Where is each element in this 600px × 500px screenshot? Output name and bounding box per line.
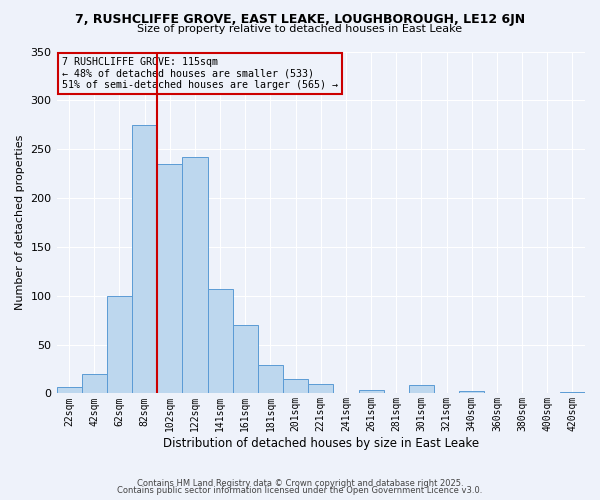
Bar — [409, 384, 434, 394]
Bar — [157, 164, 182, 394]
Bar — [56, 386, 82, 394]
X-axis label: Distribution of detached houses by size in East Leake: Distribution of detached houses by size … — [163, 437, 479, 450]
Bar — [208, 289, 233, 394]
Text: 7 RUSHCLIFFE GROVE: 115sqm
← 48% of detached houses are smaller (533)
51% of sem: 7 RUSHCLIFFE GROVE: 115sqm ← 48% of deta… — [62, 56, 338, 90]
Y-axis label: Number of detached properties: Number of detached properties — [15, 135, 25, 310]
Bar — [308, 384, 334, 394]
Bar — [258, 365, 283, 394]
Text: Contains public sector information licensed under the Open Government Licence v3: Contains public sector information licen… — [118, 486, 482, 495]
Text: 7, RUSHCLIFFE GROVE, EAST LEAKE, LOUGHBOROUGH, LE12 6JN: 7, RUSHCLIFFE GROVE, EAST LEAKE, LOUGHBO… — [75, 12, 525, 26]
Bar — [233, 325, 258, 394]
Bar — [359, 390, 383, 394]
Bar — [182, 157, 208, 394]
Bar — [82, 374, 107, 394]
Text: Contains HM Land Registry data © Crown copyright and database right 2025.: Contains HM Land Registry data © Crown c… — [137, 478, 463, 488]
Bar — [459, 392, 484, 394]
Bar — [132, 125, 157, 394]
Text: Size of property relative to detached houses in East Leake: Size of property relative to detached ho… — [137, 24, 463, 34]
Bar — [283, 379, 308, 394]
Bar — [107, 296, 132, 394]
Bar — [560, 392, 585, 394]
